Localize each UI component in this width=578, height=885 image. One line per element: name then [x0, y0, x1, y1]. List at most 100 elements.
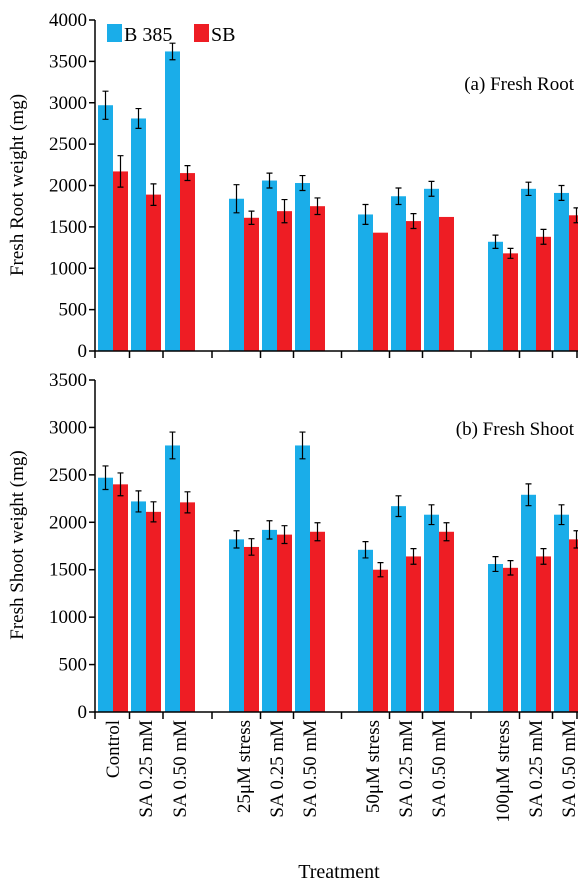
bar-sb-8: [439, 531, 454, 712]
y-tick-label: 1000: [49, 607, 87, 628]
y-tick-label: 2000: [49, 512, 87, 533]
bar-sb-0: [113, 171, 128, 351]
bar-sb-7: [406, 556, 421, 712]
error-bar-b385-7: [395, 187, 402, 206]
legend-label-b385: B 385: [124, 24, 172, 46]
error-bar-sb-4: [281, 525, 288, 545]
y-tick-label: 3500: [49, 51, 87, 72]
error-bar-sb-2: [184, 491, 191, 514]
x-axis-title: Treatment: [298, 861, 380, 883]
error-bar-b385-5: [299, 174, 306, 192]
y-tick-label: 3000: [49, 417, 87, 438]
error-bar-sb-9: [507, 247, 514, 259]
bar-b385-4: [262, 529, 277, 712]
bar-b385-5: [295, 183, 310, 351]
bar-sb-10: [536, 236, 551, 351]
fresh-shoot-panel: (b) Fresh Shoot Fresh Shoot weight (mg) …: [7, 370, 578, 723]
bar-sb-0: [113, 484, 128, 712]
fresh-shoot-panel-title: (b) Fresh Shoot: [456, 419, 575, 440]
fresh-root-y-axis-label: Fresh Root weight (mg): [7, 94, 28, 276]
x-tick-label-3: 25μM stress: [234, 720, 255, 813]
error-bar-b385-3: [233, 530, 240, 549]
bar-b385-7: [391, 196, 406, 351]
error-bar-sb-10: [540, 228, 547, 245]
bar-sb-6: [373, 232, 388, 351]
bar-b385-3: [229, 198, 244, 351]
error-bar-b385-0: [102, 465, 109, 491]
y-tick-label: 0: [78, 702, 88, 723]
error-bar-sb-1: [150, 501, 157, 523]
error-bar-b385-3: [233, 184, 240, 214]
error-bar-sb-7: [410, 548, 417, 565]
x-tick-label-4: SA 0.25 mM: [267, 720, 288, 818]
error-bar-sb-0: [117, 155, 124, 188]
bar-b385-5: [295, 445, 310, 712]
error-bar-sb-5: [314, 522, 321, 542]
bar-b385-10: [521, 494, 536, 712]
error-bar-b385-9: [492, 234, 499, 249]
y-tick-label: 500: [59, 655, 88, 676]
error-bar-b385-6: [362, 541, 369, 559]
bar-sb-11: [569, 215, 578, 351]
x-tick-label-0: Control: [103, 720, 124, 778]
y-tick-label: 1000: [49, 258, 87, 279]
bar-b385-2: [165, 51, 180, 351]
bar-b385-9: [488, 564, 503, 712]
bar-sb-10: [536, 556, 551, 712]
bar-b385-1: [131, 118, 146, 351]
legend-swatch-b385: [107, 24, 122, 42]
error-bar-b385-10: [525, 483, 532, 507]
bar-b385-11: [554, 192, 569, 351]
bar-sb-9: [503, 253, 518, 351]
bar-sb-11: [569, 539, 578, 712]
bar-b385-9: [488, 241, 503, 351]
error-bar-b385-6: [362, 203, 369, 225]
legend: B 385 SB: [107, 24, 235, 46]
x-tick-label-1: SA 0.25 mM: [136, 720, 157, 818]
y-tick-label: 4000: [49, 10, 87, 31]
x-tick-label-11: SA 0.50 mM: [559, 720, 578, 818]
fresh-root-panel: (a) Fresh Root Fresh Root weight (mg) 0 5…: [7, 10, 578, 362]
bar-b385-4: [262, 180, 277, 351]
error-bar-sb-11: [573, 530, 578, 549]
y-tick-label: 1500: [49, 560, 87, 581]
error-bar-sb-10: [540, 548, 547, 565]
bar-b385-0: [98, 105, 113, 351]
bar-sb-8: [439, 216, 454, 351]
error-bar-b385-9: [492, 556, 499, 573]
fresh-shoot-y-axis-label: Fresh Shoot weight (mg): [7, 450, 28, 639]
error-bar-sb-7: [410, 213, 417, 230]
error-bar-b385-2: [169, 42, 176, 61]
y-tick-label: 500: [59, 300, 88, 321]
error-bar-sb-4: [281, 198, 288, 224]
bar-sb-3: [244, 546, 259, 712]
bar-sb-2: [180, 502, 195, 712]
error-bar-sb-5: [314, 197, 321, 216]
x-tick-label-8: SA 0.50 mM: [429, 720, 450, 818]
bar-b385-8: [424, 188, 439, 351]
x-tick-labels: Control SA 0.25 mM SA 0.50 mM 25μM stress SA…: [103, 720, 578, 823]
bar-b385-3: [229, 539, 244, 712]
bar-sb-1: [146, 194, 161, 351]
bar-b385-11: [554, 514, 569, 712]
y-tick-label: 3000: [49, 93, 87, 114]
error-bar-b385-1: [135, 107, 142, 130]
error-bar-sb-2: [184, 165, 191, 182]
error-bar-b385-8: [428, 180, 435, 197]
legend-label-sb: SB: [211, 24, 235, 46]
x-tick-label-5: SA 0.50 mM: [300, 720, 321, 818]
error-bar-sb-6: [377, 562, 384, 578]
error-bar-b385-8: [428, 504, 435, 526]
bar-sb-9: [503, 567, 518, 712]
bar-b385-0: [98, 477, 113, 712]
bar-b385-8: [424, 514, 439, 712]
y-tick-label: 0: [78, 341, 88, 362]
x-tick-label-6: 50μM stress: [363, 720, 384, 813]
error-bar-sb-8: [443, 522, 450, 542]
bar-sb-1: [146, 511, 161, 712]
bar-b385-7: [391, 506, 406, 712]
error-bar-b385-2: [169, 431, 176, 460]
error-bar-sb-0: [117, 472, 124, 497]
y-tick-label: 2500: [49, 465, 87, 486]
